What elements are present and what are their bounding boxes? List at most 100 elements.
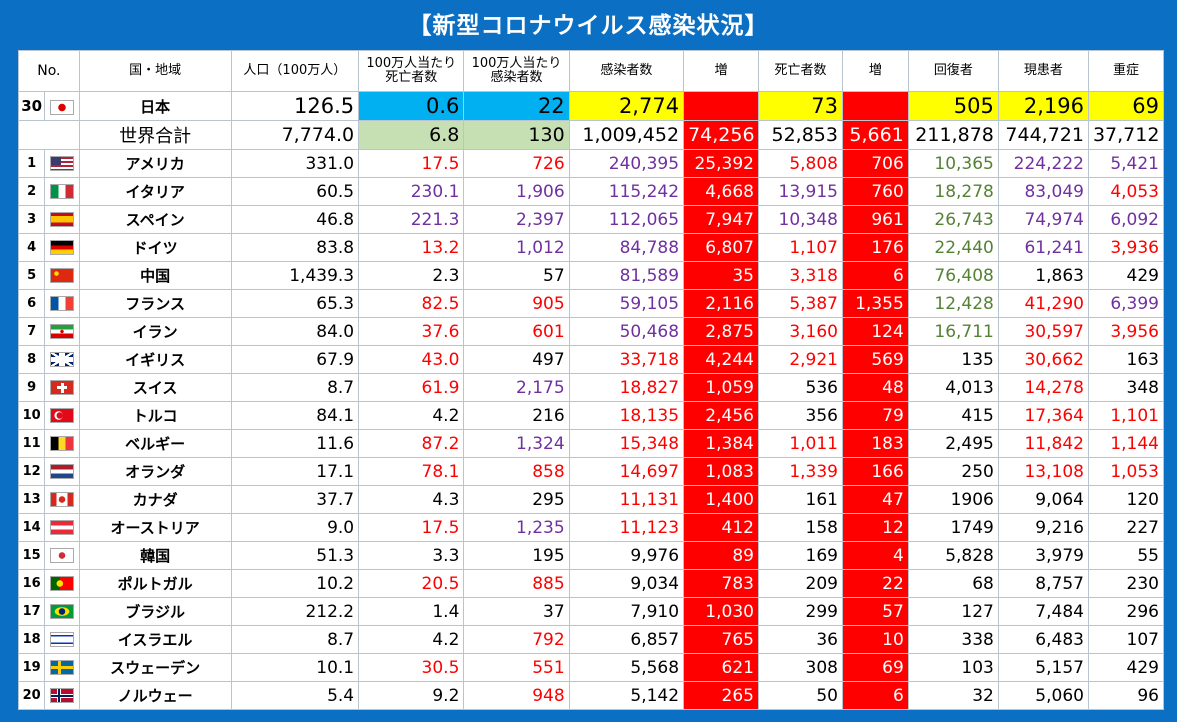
row-active: 17,364 (997, 401, 1089, 430)
row-no: 20 (17, 681, 46, 710)
world-cases-per-million: 130 (463, 120, 570, 150)
row-deaths-increase: 69 (841, 653, 909, 682)
row-cases: 5,568 (568, 653, 685, 682)
table-row: 4 ドイツ 83.8 13.2 1,012 84,788 6,807 1,107 176 22,4… (17, 233, 1165, 262)
japan-recovered: 505 (907, 91, 999, 121)
row-cases-increase: 621 (683, 653, 759, 682)
row-population: 46.8 (230, 205, 360, 234)
table-row: 13 カナダ 37.7 4.3 295 11,131 1,400 161 47 1906 9,064… (17, 485, 1165, 514)
row-cases: 14,697 (568, 457, 685, 486)
row-country-name: 中国 (78, 261, 232, 290)
row-recovered: 4,013 (907, 373, 999, 402)
table-row: 20 ノルウェー 5.4 9.2 948 5,142 265 50 6 32 5,060 96 (17, 681, 1165, 710)
row-deaths-increase: 166 (841, 457, 909, 486)
row-deaths-per-million: 82.5 (358, 289, 465, 318)
row-cases-per-million: 858 (463, 457, 570, 486)
header-serious: 重症 (1087, 50, 1165, 92)
row-population: 83.8 (230, 233, 360, 262)
row-population: 84.1 (230, 401, 360, 430)
row-country-name: ドイツ (78, 233, 232, 262)
world-deaths-increase: 5,661 (841, 120, 909, 150)
row-serious: 429 (1087, 653, 1165, 682)
row-recovered: 26,743 (907, 205, 999, 234)
world-total-row: 世界合計 7,774.0 6.8 130 1,009,452 74,256 52… (18, 120, 1165, 150)
row-deaths-per-million: 37.6 (358, 317, 465, 346)
it-flag-icon (50, 184, 75, 199)
row-deaths-per-million: 4.3 (358, 485, 465, 514)
row-recovered: 16,711 (907, 317, 999, 346)
table-row: 18 イスラエル 8.7 4.2 792 6,857 765 36 10 338 6,483 107 (17, 625, 1165, 654)
row-cases: 9,976 (568, 541, 685, 570)
row-cases-per-million: 726 (463, 149, 570, 178)
row-no: 1 (17, 149, 46, 178)
row-deaths-per-million: 230.1 (358, 177, 465, 206)
row-active: 224,222 (997, 149, 1089, 178)
row-no: 11 (17, 429, 46, 458)
row-no: 9 (17, 373, 46, 402)
row-deaths: 5,387 (757, 289, 843, 318)
br-flag-icon (50, 604, 75, 619)
row-active: 3,979 (997, 541, 1089, 570)
row-cases-per-million: 1,324 (463, 429, 570, 458)
row-deaths-per-million: 13.2 (358, 233, 465, 262)
row-deaths-per-million: 20.5 (358, 569, 465, 598)
row-recovered: 10,365 (907, 149, 999, 178)
row-cases-per-million: 2,397 (463, 205, 570, 234)
row-country-name: スイス (78, 373, 232, 402)
table-row: 19 スウェーデン 10.1 30.5 551 5,568 621 308 69 103 5,157… (17, 653, 1165, 682)
row-population: 9.0 (230, 513, 360, 542)
ir-flag-icon (50, 324, 75, 339)
at-flag-icon (50, 520, 75, 535)
row-deaths: 2,921 (757, 345, 843, 374)
row-active: 9,064 (997, 485, 1089, 514)
table-row: 16 ポルトガル 10.2 20.5 885 9,034 783 209 22 68 8,757 23… (17, 569, 1165, 598)
ca-flag-icon (50, 492, 75, 507)
row-deaths: 209 (757, 569, 843, 598)
row-population: 212.2 (230, 597, 360, 626)
row-active: 41,290 (997, 289, 1089, 318)
row-cases: 18,827 (568, 373, 685, 402)
row-cases-per-million: 2,175 (463, 373, 570, 402)
row-deaths-increase: 1,355 (841, 289, 909, 318)
row-deaths-increase: 57 (841, 597, 909, 626)
row-deaths: 50 (757, 681, 843, 710)
us-flag-icon (44, 149, 80, 178)
se-flag-icon (44, 653, 80, 682)
header-deaths-per-million: 100万人当たり死亡者数 (358, 50, 465, 92)
row-deaths: 161 (757, 485, 843, 514)
row-serious: 163 (1087, 345, 1165, 374)
es-flag-icon (50, 212, 75, 227)
row-cases: 81,589 (568, 261, 685, 290)
row-cases-per-million: 216 (463, 401, 570, 430)
japan-active: 2,196 (997, 91, 1089, 121)
row-cases-per-million: 1,235 (463, 513, 570, 542)
row-no: 18 (17, 625, 46, 654)
no-flag-icon (44, 681, 80, 710)
row-no: 5 (17, 261, 46, 290)
row-recovered: 338 (907, 625, 999, 654)
row-serious: 348 (1087, 373, 1165, 402)
japan-cases-increase (683, 91, 759, 121)
row-deaths-increase: 4 (841, 541, 909, 570)
row-cases-increase: 1,400 (683, 485, 759, 514)
japan-cases: 2,774 (568, 91, 685, 121)
row-country-name: ベルギー (78, 429, 232, 458)
japan-row: 30 日本 126.5 0.6 22 2,774 73 505 2,196 69 (17, 91, 1165, 121)
kr-flag-icon (50, 548, 75, 563)
be-flag-icon (50, 436, 75, 451)
row-country-name: トルコ (78, 401, 232, 430)
row-no: 17 (17, 597, 46, 626)
row-deaths-increase: 22 (841, 569, 909, 598)
world-deaths: 52,853 (757, 120, 843, 150)
row-no: 19 (17, 653, 46, 682)
row-country-name: イラン (78, 317, 232, 346)
row-deaths-increase: 961 (841, 205, 909, 234)
row-recovered: 250 (907, 457, 999, 486)
japan-serious: 69 (1087, 91, 1165, 121)
il-flag-icon (44, 625, 80, 654)
row-population: 5.4 (230, 681, 360, 710)
es-flag-icon (44, 205, 80, 234)
row-active: 30,597 (997, 317, 1089, 346)
table-row: 14 オーストリア 9.0 17.5 1,235 11,123 412 158 12 1749 9,… (17, 513, 1165, 542)
row-cases-increase: 2,875 (683, 317, 759, 346)
